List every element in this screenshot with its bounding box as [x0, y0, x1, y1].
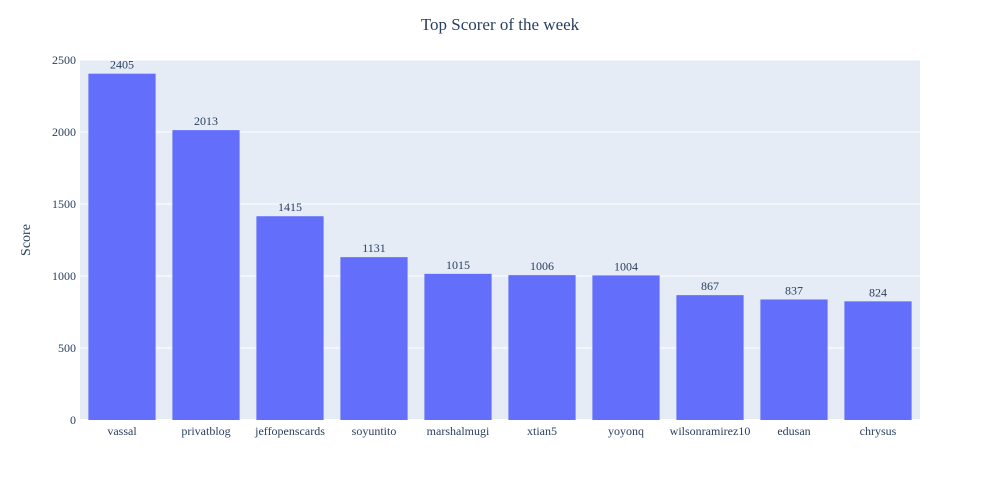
- y-tick-label: 2500: [52, 53, 76, 67]
- bars: [88, 73, 912, 421]
- bar-jeffopenscards[interactable]: [256, 216, 324, 420]
- bar-labels: 2405 2013 1415 1131 1015 1006 1004 867 837 824: [110, 58, 887, 300]
- bar-value-label: 1131: [362, 241, 386, 255]
- x-tick-label: edusan: [777, 424, 810, 438]
- bar-value-label: 824: [869, 285, 887, 299]
- y-tick-label: 2000: [52, 125, 76, 139]
- bar-value-label: 837: [785, 283, 803, 297]
- y-tick-label: 500: [58, 341, 76, 355]
- x-tick-label: yoyonq: [608, 424, 644, 438]
- x-tick-label: privatblog: [181, 424, 230, 438]
- x-tick-label: vassal: [107, 424, 137, 438]
- bar-soyuntito[interactable]: [340, 257, 408, 420]
- bar-marshalmugi[interactable]: [424, 273, 492, 420]
- bar-vassal[interactable]: [88, 73, 156, 421]
- x-tick-label: wilsonramirez10: [670, 424, 751, 438]
- bar-value-label: 1004: [614, 259, 638, 273]
- bar-edusan[interactable]: [760, 299, 828, 420]
- bar-value-label: 1415: [278, 200, 302, 214]
- x-tick-label: jeffopenscards: [254, 424, 325, 438]
- bar-value-label: 1015: [446, 258, 470, 272]
- bar-value-label: 2013: [194, 114, 218, 128]
- bar-value-label: 867: [701, 279, 719, 293]
- bar-yoyonq[interactable]: [592, 275, 660, 420]
- bar-value-label: 2405: [110, 58, 134, 72]
- y-axis-ticks: 0 500 1000 1500 2000 2500: [52, 53, 76, 427]
- chart-title: Top Scorer of the week: [421, 15, 580, 34]
- y-axis-label: Score: [19, 224, 34, 256]
- bar-xtian5[interactable]: [508, 275, 576, 420]
- bar-value-label: 1006: [530, 259, 554, 273]
- x-axis-ticks: vassal privatblog jeffopenscards soyuntito m…: [107, 424, 896, 438]
- x-tick-label: marshalmugi: [427, 424, 490, 438]
- x-tick-label: chrysus: [860, 424, 897, 438]
- bar-privatblog[interactable]: [172, 130, 240, 421]
- y-tick-label: 1500: [52, 197, 76, 211]
- bar-wilsonramirez10[interactable]: [676, 295, 744, 420]
- bar-chrysus[interactable]: [844, 301, 912, 420]
- y-tick-label: 0: [70, 413, 76, 427]
- x-tick-label: soyuntito: [352, 424, 397, 438]
- y-tick-label: 1000: [52, 269, 76, 283]
- x-tick-label: xtian5: [527, 424, 557, 438]
